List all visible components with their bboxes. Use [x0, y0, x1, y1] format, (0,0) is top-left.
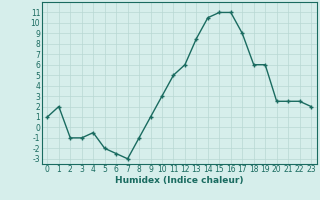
X-axis label: Humidex (Indice chaleur): Humidex (Indice chaleur)	[115, 176, 244, 185]
